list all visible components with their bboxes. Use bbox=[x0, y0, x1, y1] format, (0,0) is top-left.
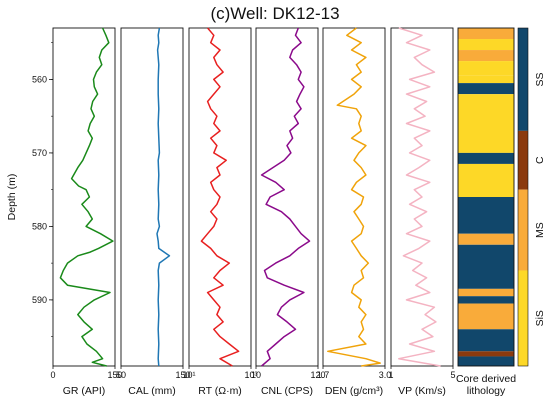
x-tick-label: 5 bbox=[450, 370, 455, 380]
facies-label-c: C bbox=[534, 156, 546, 164]
x-tick-label: 150 bbox=[107, 370, 122, 380]
lithology-interval bbox=[458, 296, 514, 304]
facies-bar-ss bbox=[518, 28, 528, 131]
track-frame-cnl bbox=[255, 27, 319, 367]
facies-label-sis: SiS bbox=[534, 310, 546, 326]
curve-gr bbox=[59, 27, 114, 367]
lithology-axis-label: Core derived bbox=[456, 373, 516, 385]
facies-label-ss: SS bbox=[534, 72, 546, 86]
curve-rt bbox=[200, 27, 240, 367]
lithology-interval bbox=[458, 351, 514, 357]
track-frame-gr bbox=[52, 27, 116, 367]
x-tick-label: 0 bbox=[50, 370, 55, 380]
facies-bar-sis bbox=[518, 270, 528, 366]
x-tick-label: 50 bbox=[116, 370, 126, 380]
x-tick-label: 1 bbox=[388, 370, 393, 380]
x-tick-label: 150 bbox=[175, 370, 190, 380]
depth-tick-label: 560 bbox=[32, 74, 47, 84]
lithology-interval bbox=[458, 39, 514, 51]
lithology-frame bbox=[457, 27, 515, 367]
lithology-interval bbox=[458, 75, 514, 84]
lithology-interval bbox=[458, 61, 514, 76]
depth-tick-label: 590 bbox=[32, 295, 47, 305]
depth-axis-label: Depth (m) bbox=[6, 174, 18, 221]
curve-cnl bbox=[260, 27, 311, 367]
curve-cal bbox=[156, 27, 171, 367]
track-frame-den bbox=[322, 27, 386, 367]
facies-bar-ms bbox=[518, 189, 528, 271]
lithology-interval bbox=[458, 244, 514, 289]
x-tick-label: 1.7 bbox=[317, 370, 330, 380]
facies-bar-c bbox=[518, 130, 528, 190]
facies-bar-frame bbox=[517, 27, 529, 367]
lithology-interval bbox=[458, 197, 514, 234]
x-axis-label-vp: VP (Km/s) bbox=[398, 385, 446, 397]
x-tick-label: 10³ bbox=[244, 370, 257, 380]
depth-tick-label: 570 bbox=[32, 148, 47, 158]
x-tick-label: 10 bbox=[251, 370, 261, 380]
x-tick-label: 120 bbox=[310, 370, 325, 380]
curve-vp bbox=[398, 27, 441, 367]
lithology-interval bbox=[458, 163, 514, 197]
x-axis-label-cnl: CNL (CPS) bbox=[261, 385, 313, 397]
track-frame-rt bbox=[188, 27, 252, 367]
lithology-interval bbox=[458, 94, 514, 153]
x-tick-label: 10¹ bbox=[182, 370, 195, 380]
chart-title: (c)Well: DK12-13 bbox=[210, 4, 340, 23]
lithology-interval bbox=[458, 50, 514, 62]
track-frame-vp bbox=[390, 27, 454, 367]
lithology-interval bbox=[458, 152, 514, 164]
lithology-interval bbox=[458, 356, 514, 366]
x-axis-label-gr: GR (API) bbox=[63, 385, 106, 397]
curve-den bbox=[327, 27, 381, 367]
x-tick-label: 3.0 bbox=[379, 370, 392, 380]
lithology-interval bbox=[458, 288, 514, 297]
lithology-interval bbox=[458, 303, 514, 330]
depth-tick-label: 580 bbox=[32, 221, 47, 231]
x-axis-label-den: DEN (g/cm³) bbox=[325, 385, 383, 397]
lithology-interval bbox=[458, 329, 514, 352]
x-axis-label-rt: RT (Ω·m) bbox=[198, 385, 242, 397]
facies-label-ms: MS bbox=[534, 222, 546, 238]
lithology-interval bbox=[458, 233, 514, 245]
x-axis-label-cal: CAL (mm) bbox=[128, 385, 175, 397]
lithology-axis-label: lithology bbox=[467, 385, 506, 397]
lithology-interval bbox=[458, 28, 514, 40]
lithology-interval bbox=[458, 83, 514, 95]
track-frame-cal bbox=[120, 27, 184, 367]
